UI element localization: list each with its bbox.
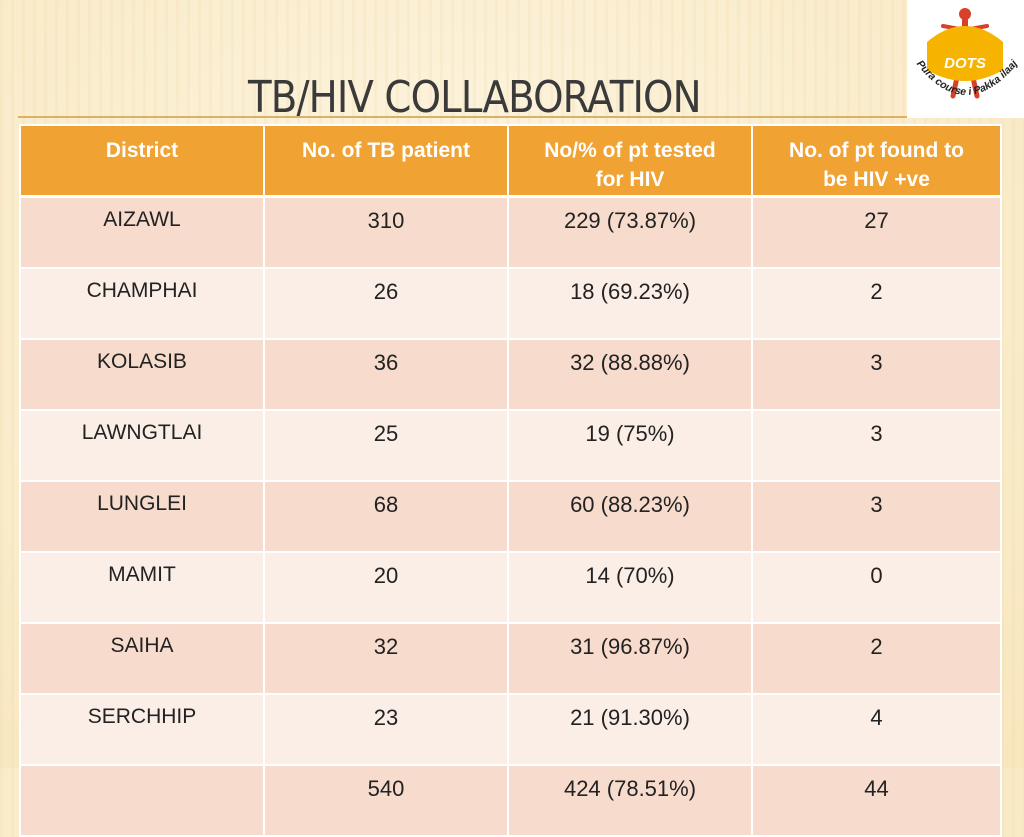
tested-hiv-cell: 21 (91.30%) bbox=[509, 695, 753, 766]
hiv-positive-cell: 3 bbox=[753, 482, 1000, 553]
tested-hiv-cell: 14 (70%) bbox=[509, 553, 753, 624]
tested-hiv-cell: 32 (88.88%) bbox=[509, 340, 753, 411]
table-row: SERCHHIP 23 21 (91.30%) 4 bbox=[21, 695, 1000, 766]
hiv-positive-cell: 4 bbox=[753, 695, 1000, 766]
tb-patients-cell: 20 bbox=[265, 553, 509, 624]
column-header-line: No. of TB patient bbox=[302, 139, 470, 162]
page-title: TB/HIV COLLABORATION bbox=[248, 72, 702, 123]
tb-hiv-table: District No. of TB patient No/% of pt test… bbox=[19, 124, 1002, 837]
tb-patients-cell: 32 bbox=[265, 624, 509, 695]
tb-patients-cell: 68 bbox=[265, 482, 509, 553]
tested-hiv-cell: 60 (88.23%) bbox=[509, 482, 753, 553]
tested-hiv-cell: 31 (96.87%) bbox=[509, 624, 753, 695]
district-cell: LUNGLEI bbox=[21, 482, 265, 553]
table-row: SAIHA 32 31 (96.87%) 2 bbox=[21, 624, 1000, 695]
district-cell: AIZAWL bbox=[21, 198, 265, 269]
hiv-positive-cell: 27 bbox=[753, 198, 1000, 269]
district-cell bbox=[21, 766, 265, 835]
dots-logo: DOTS Pura course i Pakka ilaaj bbox=[907, 0, 1024, 118]
table-row: MAMIT 20 14 (70%) 0 bbox=[21, 553, 1000, 624]
table-body: AIZAWL 310 229 (73.87%) 27 CHAMPHAI 26 18 (69.… bbox=[21, 198, 1000, 835]
tb-patients-cell: 310 bbox=[265, 198, 509, 269]
column-header-line: No/% of pt tested bbox=[544, 139, 716, 162]
column-header-line: for HIV bbox=[595, 168, 665, 191]
header-row: District No. of TB patient No/% of pt test… bbox=[21, 126, 1000, 198]
tested-hiv-cell: 229 (73.87%) bbox=[509, 198, 753, 269]
district-cell: KOLASIB bbox=[21, 340, 265, 411]
district-cell: MAMIT bbox=[21, 553, 265, 624]
district-cell: CHAMPHAI bbox=[21, 269, 265, 340]
column-header-line: District bbox=[105, 139, 179, 162]
district-cell: SAIHA bbox=[21, 624, 265, 695]
tested-hiv-cell: 18 (69.23%) bbox=[509, 269, 753, 340]
tb-patients-cell: 26 bbox=[265, 269, 509, 340]
column-header: No/% of pt tested for HIV bbox=[509, 126, 753, 198]
tb-patients-cell: 540 bbox=[265, 766, 509, 835]
tested-hiv-cell: 19 (75%) bbox=[509, 411, 753, 482]
table-row: LUNGLEI 68 60 (88.23%) 3 bbox=[21, 482, 1000, 553]
title-underline bbox=[18, 116, 908, 118]
tb-patients-cell: 36 bbox=[265, 340, 509, 411]
logo-yellow-shape bbox=[927, 26, 1003, 81]
column-header: No. of TB patient bbox=[265, 126, 509, 198]
column-header: District bbox=[21, 126, 265, 198]
hiv-positive-cell: 3 bbox=[753, 411, 1000, 482]
column-header-line: be HIV +ve bbox=[823, 168, 930, 191]
table-row: AIZAWL 310 229 (73.87%) 27 bbox=[21, 198, 1000, 269]
hiv-positive-cell: 2 bbox=[753, 269, 1000, 340]
column-header: No. of pt found to be HIV +ve bbox=[753, 126, 1000, 198]
hiv-positive-cell: 0 bbox=[753, 553, 1000, 624]
tested-hiv-cell: 424 (78.51%) bbox=[509, 766, 753, 835]
tb-patients-cell: 23 bbox=[265, 695, 509, 766]
hiv-positive-cell: 44 bbox=[753, 766, 1000, 835]
table-row: LAWNGTLAI 25 19 (75%) 3 bbox=[21, 411, 1000, 482]
table-row: CHAMPHAI 26 18 (69.23%) 2 bbox=[21, 269, 1000, 340]
column-header-line: No. of pt found to bbox=[789, 139, 964, 162]
tb-patients-cell: 25 bbox=[265, 411, 509, 482]
total-row: 540 424 (78.51%) 44 bbox=[21, 766, 1000, 835]
hiv-positive-cell: 2 bbox=[753, 624, 1000, 695]
logo-brand: DOTS bbox=[944, 55, 986, 72]
district-cell: LAWNGTLAI bbox=[21, 411, 265, 482]
district-cell: SERCHHIP bbox=[21, 695, 265, 766]
hiv-positive-cell: 3 bbox=[753, 340, 1000, 411]
table-row: KOLASIB 36 32 (88.88%) 3 bbox=[21, 340, 1000, 411]
table-header: District No. of TB patient No/% of pt test… bbox=[21, 126, 1000, 198]
